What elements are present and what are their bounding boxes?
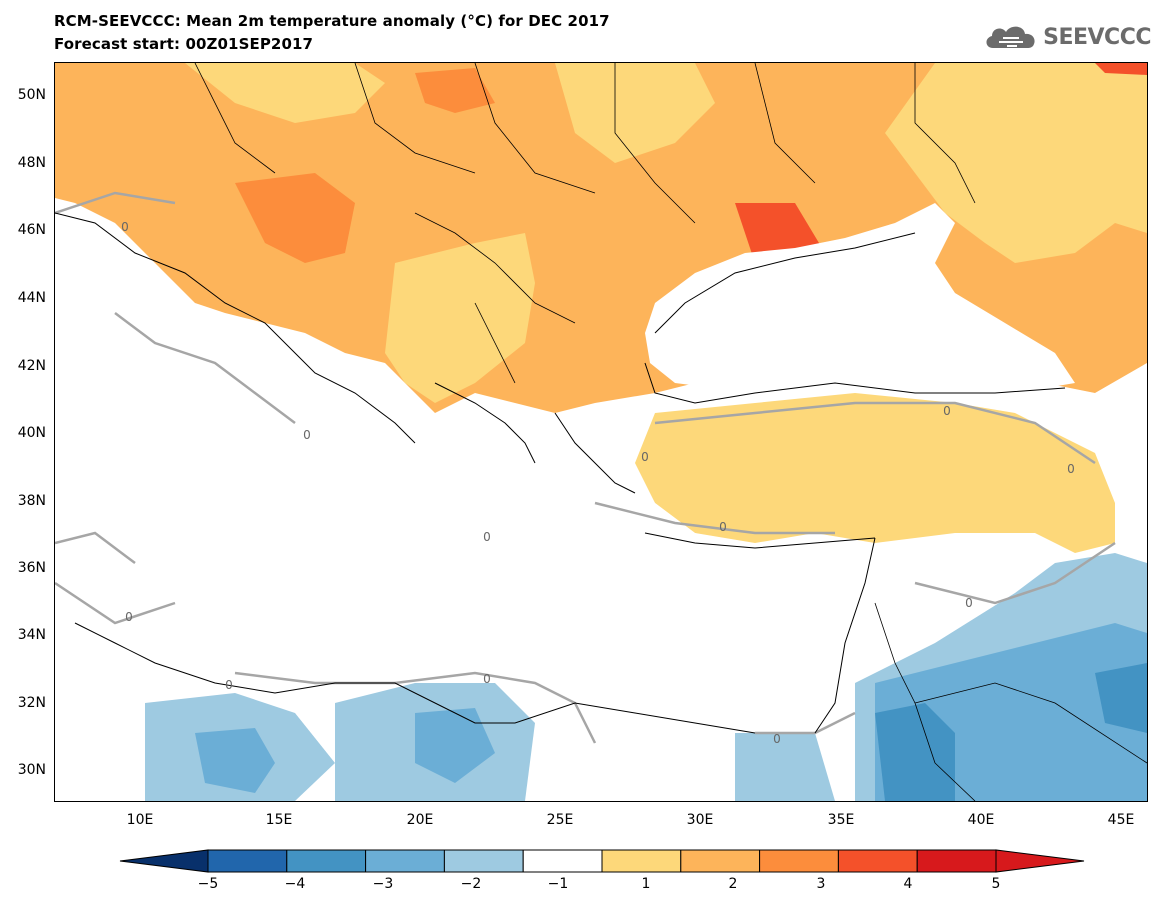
lat-label: 44N — [17, 290, 46, 306]
seevccc-logo: SEEVCCC — [983, 22, 1151, 52]
contour-label: 0 — [965, 596, 973, 610]
cooler-anomaly-region-libya — [195, 728, 275, 793]
lon-label: 40E — [967, 812, 995, 828]
mild-anomaly-region-east — [885, 63, 1147, 263]
colorbar-label: −1 — [547, 876, 569, 892]
mild-anomaly-region-poland — [555, 63, 715, 163]
colorbar-label: 5 — [991, 876, 1001, 892]
strong-anomaly-region-ne — [1095, 63, 1147, 75]
colorbar-label: −2 — [460, 876, 482, 892]
coldest-anomaly-region-arabia — [875, 703, 955, 801]
colorbar — [119, 849, 1085, 873]
contour-label: 0 — [719, 520, 727, 534]
colorbar-under-arrow — [119, 849, 209, 873]
lat-label: 30N — [17, 762, 46, 778]
contour-label: 0 — [125, 610, 133, 624]
colorbar-segment — [443, 849, 524, 873]
colorbar-segment — [759, 849, 839, 873]
colorbar-segment — [207, 849, 288, 873]
lat-label: 50N — [17, 87, 46, 103]
forecast-start-subtitle: Forecast start: 00Z01SEP2017 — [54, 35, 314, 53]
colorbar-segment — [286, 849, 367, 873]
map-title: RCM-SEEVCCC: Mean 2m temperature anomaly… — [54, 12, 610, 30]
lat-label: 42N — [17, 358, 46, 374]
lon-label: 10E — [126, 812, 154, 828]
contour-label: 0 — [225, 678, 233, 692]
mild-anomaly-region-north — [185, 63, 385, 123]
colorbar-segment — [601, 849, 682, 873]
strong-anomaly-region-alps — [235, 173, 355, 263]
lon-label: 20E — [406, 812, 434, 828]
lon-label: 45E — [1107, 812, 1135, 828]
lon-label: 15E — [265, 812, 293, 828]
cooler-anomaly-region-egypt — [415, 708, 495, 783]
colorbar-segment — [522, 849, 603, 873]
lat-label: 40N — [17, 425, 46, 441]
contour-label: 0 — [943, 404, 951, 418]
colorbar-segment — [837, 849, 918, 873]
colorbar-label: 3 — [816, 876, 826, 892]
colorbar-label: 4 — [903, 876, 913, 892]
logo-text: SEEVCCC — [1043, 24, 1151, 50]
lon-label: 25E — [546, 812, 574, 828]
lat-label: 48N — [17, 155, 46, 171]
lat-label: 32N — [17, 695, 46, 711]
lat-label: 36N — [17, 560, 46, 576]
contour-label: 0 — [1067, 462, 1075, 476]
mild-anomaly-region-anatolia — [635, 393, 1115, 553]
lat-label: 38N — [17, 493, 46, 509]
coldest-anomaly-region-iraq — [1095, 663, 1147, 733]
colorbar-label: 1 — [641, 876, 651, 892]
contour-label: 0 — [303, 428, 311, 442]
colorbar-label: −4 — [284, 876, 306, 892]
lat-label: 34N — [17, 627, 46, 643]
colorbar-label: 2 — [728, 876, 738, 892]
colorbar-segment — [680, 849, 761, 873]
lon-label: 35E — [827, 812, 855, 828]
colorbar-label: −5 — [197, 876, 219, 892]
lat-label: 46N — [17, 222, 46, 238]
colorbar-label: −3 — [372, 876, 394, 892]
coastlines — [55, 212, 1066, 734]
colorbar-segment — [916, 849, 997, 873]
cloud-icon — [986, 26, 1035, 48]
black-sea — [645, 203, 1075, 393]
cool-anomaly-region-sinai — [735, 733, 835, 801]
strong-anomaly-region-poland-south — [415, 68, 495, 113]
contour-label: 0 — [773, 732, 781, 746]
contour-label: 0 — [121, 220, 129, 234]
mild-anomaly-region-balkans — [385, 233, 535, 403]
colorbar-over-arrow — [995, 849, 1085, 873]
country-borders — [194, 63, 1147, 801]
contour-label: 0 — [641, 450, 649, 464]
contour-label: 0 — [483, 530, 491, 544]
colorbar-segment — [365, 849, 445, 873]
contour-label: 0 — [483, 672, 491, 686]
anomaly-map: 0 0 0 0 0 0 0 0 0 0 0 0 — [54, 62, 1148, 802]
lon-label: 30E — [686, 812, 714, 828]
map-canvas: 0 0 0 0 0 0 0 0 0 0 0 0 — [55, 63, 1147, 801]
